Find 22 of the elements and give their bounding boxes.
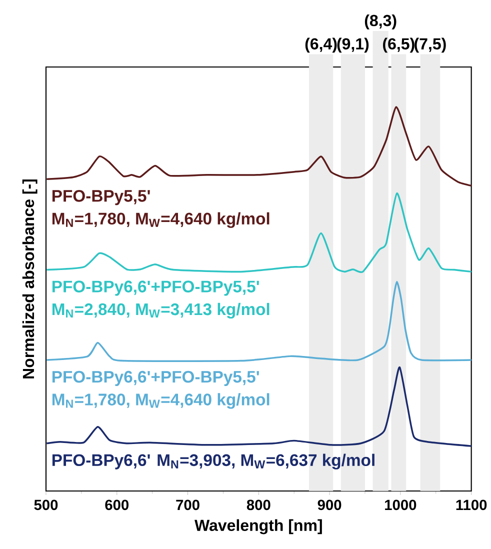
x-tick-label: 700 — [176, 500, 200, 510]
x-tick-label: 600 — [105, 500, 129, 510]
series-label: PFO-BPy6,6' — [52, 454, 150, 470]
band-label: (6,4) — [305, 38, 337, 53]
y-axis-title: Normalized absorbance [-] — [22, 179, 38, 378]
annotation: M$_{N}$=2,840, M$_{W}$=3,413 kg/mol — [52, 302, 270, 319]
series-label: PFO-BPy5,5' — [52, 190, 150, 206]
x-tick-label: 1000 — [385, 500, 416, 510]
band-label: (8,3) — [364, 14, 396, 30]
x-tick-label: 800 — [246, 500, 270, 510]
band-label: (7,5) — [414, 38, 446, 53]
annotation: M$_{N}$=3,903, M$_{W}$=6,637 kg/mol — [158, 454, 374, 470]
band-label: (9,1) — [337, 38, 369, 53]
x-tick-label: 1100 — [456, 500, 487, 510]
annotation: M$_{N}$=1,780, M$_{W}$=4,640 kg/mol — [52, 212, 270, 228]
x-tick-label: 500 — [34, 500, 58, 510]
band-label: (6,5) — [383, 38, 414, 53]
series-label: PFO-BPy6,6'+PFO-BPy5,5' — [52, 280, 259, 296]
x-axis-title: Wavelength [nm] — [194, 519, 322, 534]
annotation: M$_{N}$=1,780, M$_{W}$=4,640 kg/mol — [52, 393, 270, 409]
x-tick-label: 900 — [318, 500, 342, 510]
series-label: PFO-BPy6,6'+PFO-BPy5,5' — [52, 370, 259, 386]
